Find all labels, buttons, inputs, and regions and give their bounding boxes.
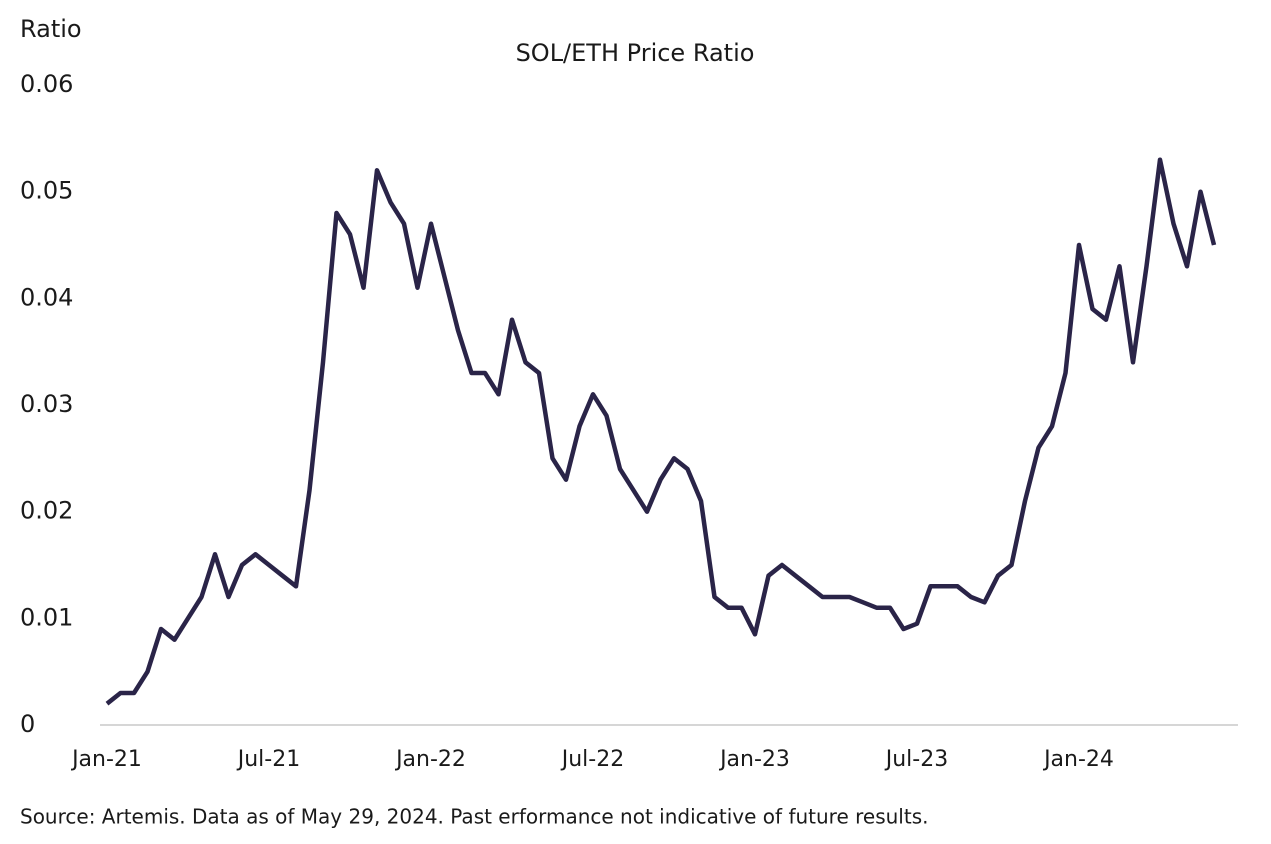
x-tick-label: Jul-23 — [884, 747, 948, 772]
y-tick-label: 0.06 — [20, 70, 73, 98]
y-tick-label: 0.03 — [20, 390, 73, 418]
y-tick-label: 0.05 — [20, 177, 73, 205]
y-tick-label: 0.04 — [20, 283, 73, 311]
y-axis-label: Ratio — [20, 15, 82, 43]
chart-title: SOL/ETH Price Ratio — [516, 39, 755, 67]
y-tick-label: 0.02 — [20, 497, 73, 525]
y-tick-label: 0.01 — [20, 603, 73, 631]
x-tick-label: Jul-21 — [236, 747, 300, 772]
x-tick-label: Jan-23 — [718, 747, 790, 772]
series-line — [105, 157, 1217, 706]
x-tick-label: Jan-22 — [394, 747, 466, 772]
source-note: Source: Artemis. Data as of May 29, 2024… — [20, 805, 928, 829]
x-tick-label: Jan-21 — [70, 747, 142, 772]
x-tick-label: Jan-24 — [1042, 747, 1114, 772]
x-tick-label: Jul-22 — [560, 747, 624, 772]
y-tick-label: 0 — [20, 710, 35, 738]
